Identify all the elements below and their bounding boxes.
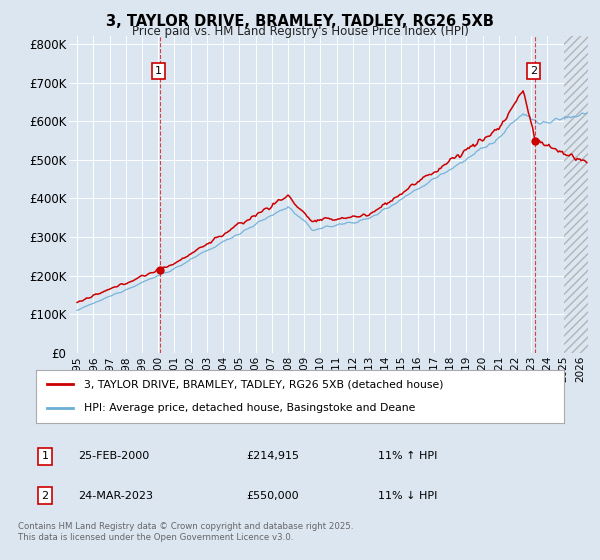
Text: Price paid vs. HM Land Registry's House Price Index (HPI): Price paid vs. HM Land Registry's House … — [131, 25, 469, 38]
Text: £550,000: £550,000 — [246, 491, 299, 501]
Text: 1: 1 — [41, 451, 49, 461]
Text: 11% ↑ HPI: 11% ↑ HPI — [378, 451, 437, 461]
Text: HPI: Average price, detached house, Basingstoke and Deane: HPI: Average price, detached house, Basi… — [83, 403, 415, 413]
Point — [155, 265, 165, 274]
Text: 11% ↓ HPI: 11% ↓ HPI — [378, 491, 437, 501]
Text: 1: 1 — [155, 66, 162, 76]
Text: 3, TAYLOR DRIVE, BRAMLEY, TADLEY, RG26 5XB (detached house): 3, TAYLOR DRIVE, BRAMLEY, TADLEY, RG26 5… — [83, 380, 443, 390]
Text: 25-FEB-2000: 25-FEB-2000 — [78, 451, 149, 461]
Point — [530, 136, 540, 145]
Text: £214,915: £214,915 — [246, 451, 299, 461]
Text: 2: 2 — [41, 491, 49, 501]
Bar — [563, 36, 588, 353]
Text: This data is licensed under the Open Government Licence v3.0.: This data is licensed under the Open Gov… — [18, 533, 293, 542]
Text: Contains HM Land Registry data © Crown copyright and database right 2025.: Contains HM Land Registry data © Crown c… — [18, 522, 353, 531]
Text: 24-MAR-2023: 24-MAR-2023 — [78, 491, 153, 501]
Text: 3, TAYLOR DRIVE, BRAMLEY, TADLEY, RG26 5XB: 3, TAYLOR DRIVE, BRAMLEY, TADLEY, RG26 5… — [106, 14, 494, 29]
Text: 2: 2 — [530, 66, 537, 76]
